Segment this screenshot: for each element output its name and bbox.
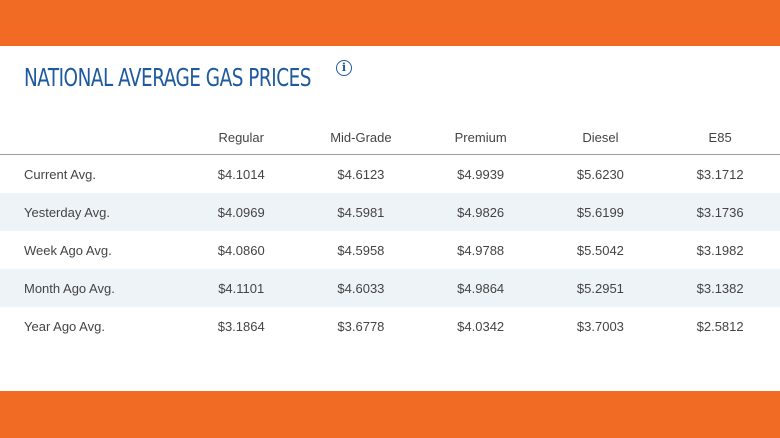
cell-regular: $4.1014	[217, 166, 265, 182]
bottom-accent-band	[0, 391, 780, 438]
cell-mid-grade: $4.5981	[301, 193, 421, 231]
cell-premium: $4.9939	[457, 166, 505, 182]
cell-e85: $3.1736	[660, 193, 780, 231]
header-regular: Regular	[181, 120, 302, 155]
cell-regular: $4.0969	[181, 193, 302, 231]
cell-premium: $4.0342	[457, 318, 505, 334]
cell-mid-grade: $4.6123	[337, 166, 385, 182]
header-mid-grade: Mid-Grade	[301, 120, 421, 155]
cell-e85: $3.1382	[660, 269, 780, 307]
table-row: Week Ago Avg. $4.0860 $4.5958 $4.9788 $5…	[0, 231, 780, 269]
info-icon[interactable]: i	[336, 60, 352, 76]
cell-diesel: $5.5042	[576, 242, 624, 258]
row-label: Year Ago Avg.	[24, 318, 105, 334]
cell-mid-grade: $3.6778	[337, 318, 385, 334]
gas-prices-table: Regular Mid-Grade Premium Diesel E85 Cur…	[0, 120, 780, 345]
cell-e85: $2.5812	[696, 318, 744, 334]
header-label	[0, 120, 182, 155]
cell-premium: $4.9864	[420, 269, 541, 307]
cell-mid-grade: $4.5958	[337, 242, 385, 258]
table-row: Current Avg. $4.1014 $4.6123 $4.9939 $5.…	[0, 155, 780, 194]
cell-diesel: $5.6230	[576, 166, 624, 182]
cell-diesel: $5.2951	[540, 269, 661, 307]
row-label: Month Ago Avg.	[0, 269, 182, 307]
table-header-row: Regular Mid-Grade Premium Diesel E85	[0, 120, 780, 155]
header-e85: E85	[660, 120, 780, 155]
title-area: NATIONAL AVERAGE GAS PRICES i	[24, 58, 352, 98]
top-accent-band	[0, 0, 780, 46]
row-label: Week Ago Avg.	[24, 242, 112, 258]
header-premium: Premium	[420, 120, 541, 155]
row-label: Current Avg.	[24, 166, 97, 182]
cell-regular: $4.1101	[181, 269, 302, 307]
header-diesel: Diesel	[540, 120, 661, 155]
cell-regular: $3.1864	[217, 318, 265, 334]
table-row: Year Ago Avg. $3.1864 $3.6778 $4.0342 $3…	[0, 307, 780, 345]
row-label: Yesterday Avg.	[0, 193, 182, 231]
cell-e85: $3.1982	[696, 242, 744, 258]
cell-diesel: $5.6199	[540, 193, 661, 231]
page-title: NATIONAL AVERAGE GAS PRICES	[24, 63, 311, 92]
table-row: Month Ago Avg. $4.1101 $4.6033 $4.9864 $…	[0, 269, 780, 307]
table-row: Yesterday Avg. $4.0969 $4.5981 $4.9826 $…	[0, 193, 780, 231]
cell-regular: $4.0860	[217, 242, 265, 258]
cell-premium: $4.9826	[420, 193, 541, 231]
cell-diesel: $3.7003	[576, 318, 624, 334]
cell-e85: $3.1712	[696, 166, 744, 182]
cell-premium: $4.9788	[457, 242, 505, 258]
cell-mid-grade: $4.6033	[301, 269, 421, 307]
